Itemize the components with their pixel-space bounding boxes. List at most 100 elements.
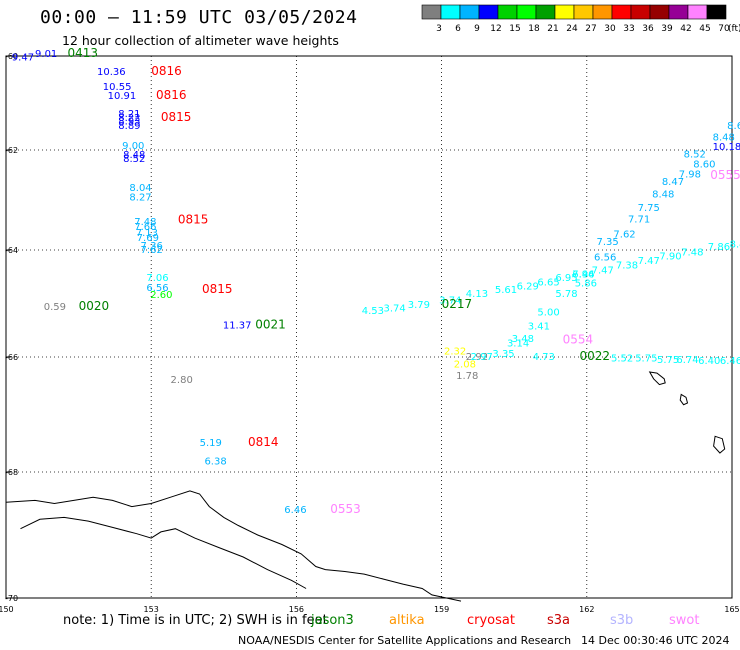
colorbar-label: 45	[699, 24, 710, 34]
pass-time-label: 0815	[202, 282, 233, 296]
wave-height-label: 3.74	[384, 304, 406, 315]
pass-time-label: 0554	[563, 333, 594, 347]
wave-height-label: 9.47	[12, 53, 34, 64]
wave-height-label: 10.91	[108, 91, 137, 102]
wave-height-label: 7.47	[592, 266, 614, 277]
wave-height-label: 8.22	[118, 113, 140, 124]
pass-time-label: 0555	[710, 168, 740, 182]
lon-tick-label: 156	[289, 605, 304, 614]
wave-height-label: 5.52	[611, 354, 633, 365]
wave-height-label: 10.36	[97, 67, 126, 78]
wave-height-label: 4.73	[533, 352, 555, 363]
colorbar-label: 3	[436, 24, 442, 34]
wave-height-label: 3.74	[439, 296, 461, 307]
wave-height-label: 7.35	[596, 237, 618, 248]
colorbar-label: 39	[661, 24, 673, 34]
pass-time-label: 0815	[178, 213, 209, 227]
lon-tick-label: 153	[144, 605, 159, 614]
pass-time-label: 0217	[442, 297, 473, 311]
wave-height-label: 8.60	[693, 160, 715, 171]
footer-credit: NOAA/NESDIS Center for Satellite Applica…	[238, 634, 572, 647]
wave-height-label: 6.46	[720, 356, 740, 367]
wave-height-label: 2.08	[454, 359, 476, 370]
wave-height-label: 7.69	[137, 233, 159, 244]
wave-height-label: 2.80	[171, 375, 193, 386]
colorbar-label: 12	[490, 24, 501, 34]
island-outline	[713, 435, 726, 454]
wave-height-label: 2.32	[444, 346, 466, 357]
lon-tick-label: 165	[724, 605, 739, 614]
wave-height-label: 5.78	[555, 289, 577, 300]
wave-height-label: 8.04	[129, 183, 151, 194]
colorbar-label: 30	[604, 24, 616, 34]
wave-height-label: 7.62	[613, 230, 635, 241]
wave-height-label: 2.60	[150, 290, 172, 301]
wave-height-label: 3.48	[512, 334, 534, 345]
mission-legend-s3b: s3b	[610, 613, 634, 628]
wave-height-label: 8.52	[123, 154, 145, 165]
colorbar-label: 18	[528, 24, 540, 34]
map-title: 00:00 – 11:59 UTC 03/05/2024	[40, 7, 358, 28]
colorbar-label: 42	[680, 24, 691, 34]
wave-height-label: 8.27	[129, 193, 151, 204]
coastline	[5, 490, 462, 602]
wave-height-label: 7.62	[141, 245, 163, 256]
wave-height-label: 11.37	[223, 321, 252, 332]
wave-height-label: 3.79	[408, 300, 430, 311]
pass-time-label: 0553	[330, 502, 361, 516]
map-subtitle: 12 hour collection of altimeter wave hei…	[62, 33, 339, 48]
pass-time-label: 0816	[151, 64, 182, 78]
wave-height-label: 6.56	[146, 283, 168, 294]
lat-tick-label: -66	[5, 353, 18, 362]
lon-tick-label: 162	[579, 605, 594, 614]
colorbar-label: 9	[474, 24, 480, 34]
wave-height-label: 8.48	[713, 133, 735, 144]
coastline-inner	[20, 516, 307, 589]
wave-height-label: 5.19	[200, 438, 222, 449]
wave-height-label: 6.74	[676, 355, 698, 366]
colorbar-unit: (ft)	[728, 24, 740, 34]
wave-height-label: 10.55	[103, 82, 132, 93]
wave-height-label: 8.52	[684, 150, 706, 161]
mission-legend-cryosat: cryosat	[467, 613, 515, 628]
mission-legend-jason3: jason3	[311, 613, 354, 628]
footer-note: note: 1) Time is in UTC; 2) SWH is in fe…	[63, 613, 328, 628]
wave-height-label: 8.63	[727, 121, 740, 132]
lat-tick-label: -64	[5, 246, 18, 255]
wave-height-label: 5.00	[537, 307, 559, 318]
wave-height-label: 8.48	[123, 150, 145, 161]
wave-height-label: 5.75	[657, 355, 679, 366]
colorbar-label: 21	[547, 24, 558, 34]
lat-tick-label: -70	[5, 594, 18, 603]
colorbar-swatch	[706, 4, 727, 20]
wave-height-label: 9.01	[35, 49, 57, 60]
colorbar-label: 15	[509, 24, 520, 34]
map-frame	[5, 55, 733, 599]
wave-height-label: 7.38	[616, 261, 638, 272]
colorbar-label: 33	[623, 24, 634, 34]
wave-height-label: 3.35	[492, 349, 514, 360]
wave-height-label: 7.06	[146, 273, 168, 284]
lon-tick-label: 159	[434, 605, 449, 614]
colorbar-label: 6	[455, 24, 461, 34]
wave-height-label: 6.96	[572, 269, 594, 280]
wave-height-label: 7.13	[136, 228, 158, 239]
wave-height-label: 7.36	[141, 241, 163, 252]
wave-height-label: 5.86	[575, 278, 597, 289]
wave-height-label: 6.29	[517, 282, 539, 293]
wave-height-label: 7.90	[659, 252, 681, 263]
wave-height-label: 4.13	[466, 289, 488, 300]
colorbar-label: 24	[566, 24, 578, 34]
wave-height-label: 8.48	[652, 190, 674, 201]
lat-tick-label: -68	[5, 468, 18, 477]
pass-time-label: 0021	[255, 318, 286, 332]
wave-height-label: 10.18	[713, 142, 740, 153]
wave-height-label: 7.75	[638, 203, 660, 214]
colorbar-label: 27	[585, 24, 596, 34]
wave-height-label: 5.61	[495, 285, 517, 296]
wave-height-label: 7.86	[708, 242, 730, 253]
mission-legend-swot: swot	[669, 613, 700, 628]
